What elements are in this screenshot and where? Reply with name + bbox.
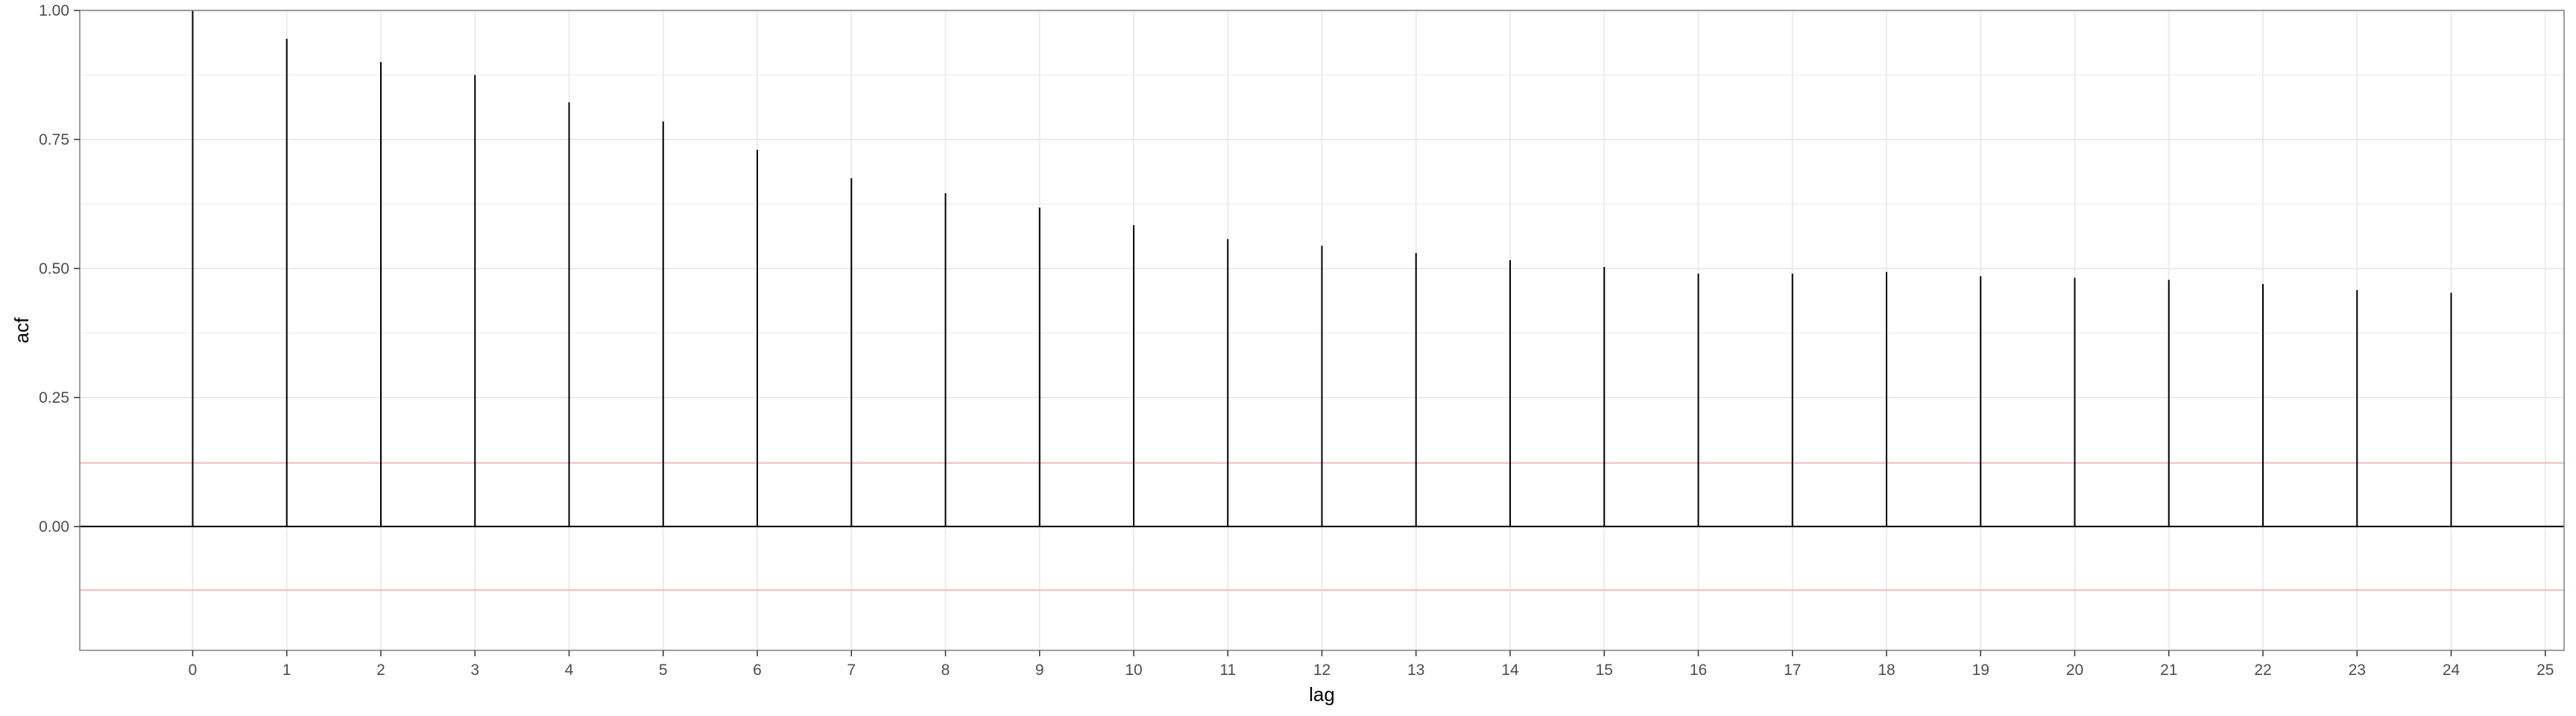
x-tick-label: 17 [1784, 662, 1801, 679]
y-axis-ticks: 1.00 0.75 0.50 0.25 0.00 [39, 2, 80, 536]
x-tick-label: 1 [282, 662, 291, 679]
x-axis-ticks: 0 1 2 3 4 5 6 7 8 9 10 11 12 13 14 15 16 17 18 19 20 21 22 23 24… [189, 650, 2554, 679]
y-tick-label: 1.00 [39, 2, 69, 19]
x-tick-label: 10 [1125, 662, 1142, 679]
x-tick-label: 3 [470, 662, 479, 679]
x-tick-label: 15 [1596, 662, 1613, 679]
x-tick-label: 24 [2443, 662, 2460, 679]
x-tick-label: 16 [1690, 662, 1707, 679]
acf-bars [192, 10, 2452, 527]
x-tick-label: 2 [376, 662, 385, 679]
x-tick-label: 0 [189, 662, 198, 679]
x-tick-label: 18 [1878, 662, 1895, 679]
x-tick-label: 13 [1407, 662, 1424, 679]
x-tick-label: 25 [2536, 662, 2554, 679]
x-axis-title: lag [1309, 683, 1335, 706]
x-tick-label: 9 [1035, 662, 1044, 679]
x-tick-label: 12 [1313, 662, 1330, 679]
y-tick-label: 0.25 [39, 389, 69, 406]
x-tick-label: 4 [565, 662, 574, 679]
x-tick-label: 8 [941, 662, 950, 679]
y-axis-title: acf [10, 317, 33, 343]
x-tick-label: 6 [753, 662, 762, 679]
x-tick-label: 14 [1501, 662, 1519, 679]
x-tick-label: 19 [1972, 662, 1989, 679]
x-tick-label: 23 [2349, 662, 2366, 679]
x-tick-label: 11 [1219, 662, 1236, 679]
x-tick-label: 7 [847, 662, 856, 679]
x-tick-label: 21 [2160, 662, 2177, 679]
y-tick-label: 0.00 [39, 518, 69, 536]
x-tick-label: 5 [659, 662, 668, 679]
y-tick-label: 0.75 [39, 131, 69, 148]
y-tick-label: 0.50 [39, 260, 69, 277]
x-tick-label: 20 [2066, 662, 2083, 679]
x-tick-label: 22 [2254, 662, 2271, 679]
